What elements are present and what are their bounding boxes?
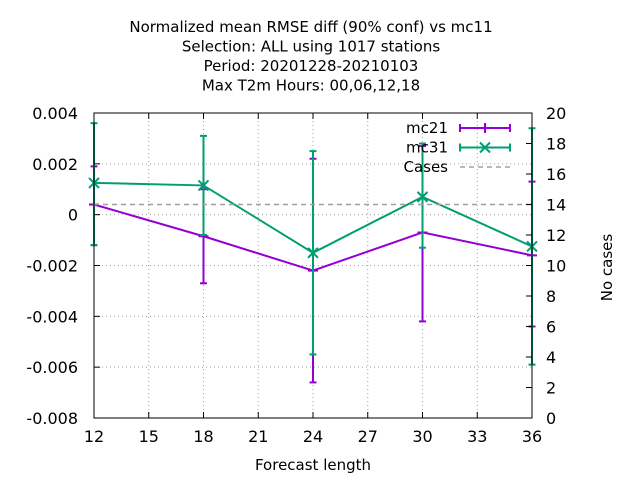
x-tick-label: 33 xyxy=(467,427,487,446)
x-tick-label: 27 xyxy=(358,427,378,446)
x-tick-label: 36 xyxy=(522,427,542,446)
y2-tick-label: 18 xyxy=(546,135,566,154)
legend-marker xyxy=(479,141,491,154)
y2-tick-label: 20 xyxy=(546,104,566,123)
chart-title: Normalized mean RMSE diff (90% conf) vs … xyxy=(129,18,492,95)
y2-tick-label: 2 xyxy=(546,379,556,398)
y2-tick-label: 0 xyxy=(546,409,556,428)
chart-title-line: Normalized mean RMSE diff (90% conf) vs … xyxy=(129,18,492,36)
series-mc31 xyxy=(88,122,538,366)
y2-tick-label: 14 xyxy=(546,196,566,215)
y-tick-label: -0.006 xyxy=(26,358,78,377)
data-point xyxy=(416,191,429,203)
legend-entry-mc31: mc31 xyxy=(406,139,511,157)
legend-label: Cases xyxy=(403,158,448,176)
chart-title-line: Selection: ALL using 1017 stations xyxy=(182,38,441,56)
x-axis-label: Forecast length xyxy=(255,456,371,474)
chart-title-line: Max T2m Hours: 00,06,12,18 xyxy=(202,77,420,95)
legend-label: mc21 xyxy=(406,119,448,137)
axis-ticks: 12 15 18 21 24 27 30 33 36-0.008-0.006-0.004-0.0… xyxy=(26,104,566,446)
y2-tick-label: 6 xyxy=(546,318,556,337)
x-tick-label: 18 xyxy=(193,427,213,446)
y2-tick-label: 8 xyxy=(546,287,556,306)
y2-tick-label: 12 xyxy=(546,226,566,245)
legend-marker xyxy=(480,123,490,133)
x-tick-label: 24 xyxy=(303,427,323,446)
y-tick-label: -0.008 xyxy=(26,409,78,428)
data-point xyxy=(197,179,210,192)
legend-entry-cases: Cases xyxy=(403,158,510,176)
legend-entry-mc21: mc21 xyxy=(406,119,511,137)
chart-title-line: Period: 20201228-20210103 xyxy=(204,57,419,75)
legend-label: mc31 xyxy=(406,139,448,157)
data-point xyxy=(307,247,319,259)
y-tick-label: 0 xyxy=(68,206,78,225)
x-tick-label: 21 xyxy=(248,427,268,446)
x-tick-label: 15 xyxy=(139,427,159,446)
y-tick-label: -0.002 xyxy=(26,257,78,276)
y-tick-label: 0.004 xyxy=(32,104,78,123)
x-tick-label: 12 xyxy=(84,427,104,446)
series-layer xyxy=(88,122,538,384)
x-tick-label: 30 xyxy=(412,427,432,446)
y2-tick-label: 10 xyxy=(546,257,566,276)
y-tick-label: 0.002 xyxy=(32,155,78,174)
y2-tick-label: 16 xyxy=(546,165,566,184)
y2-axis-label: No cases xyxy=(598,234,616,302)
y-tick-label: -0.004 xyxy=(26,307,78,326)
y2-tick-label: 4 xyxy=(546,348,556,367)
